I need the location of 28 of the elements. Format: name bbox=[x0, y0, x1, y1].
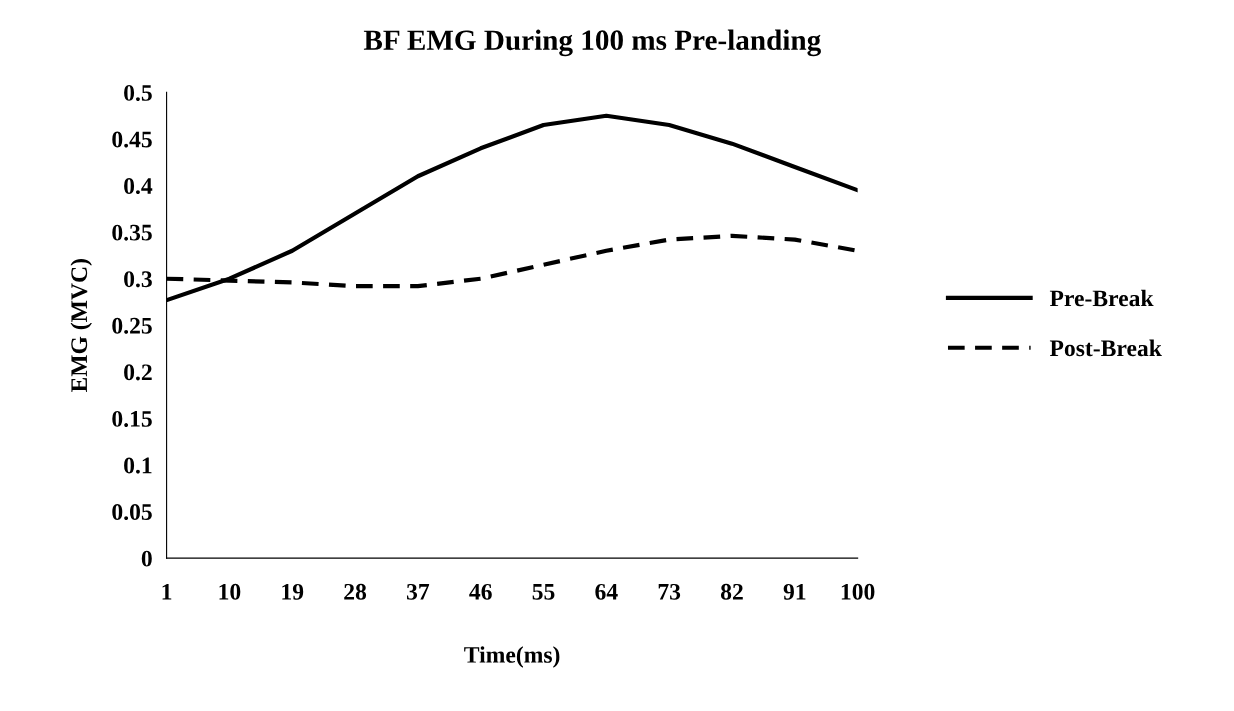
y-tick-label: 0.3 bbox=[124, 271, 152, 288]
y-tick-label: 0.15 bbox=[112, 410, 152, 427]
y-tick-label: 0.1 bbox=[124, 457, 152, 474]
x-tick-label: 82 bbox=[720, 583, 743, 600]
chart-title: BF EMG During 100 ms Pre-landing bbox=[363, 29, 821, 57]
y-tick-label: 0.05 bbox=[112, 504, 152, 521]
x-tick-label: 19 bbox=[282, 583, 304, 600]
x-tick-label: 46 bbox=[469, 583, 492, 600]
x-tick-label: 73 bbox=[658, 583, 681, 600]
y-tick-label: 0.35 bbox=[112, 224, 152, 241]
y-axis-title: EMG (MVC) bbox=[70, 259, 92, 393]
x-tick-label: 37 bbox=[406, 583, 430, 600]
x-tick-label: 64 bbox=[595, 583, 618, 600]
x-tick-label: 91 bbox=[783, 583, 806, 600]
legend-label: Post-Break bbox=[1049, 339, 1162, 357]
y-tick-label: 0.5 bbox=[124, 84, 152, 101]
x-tick-label: 1 bbox=[162, 583, 172, 600]
y-tick-label: 0.4 bbox=[124, 178, 153, 195]
y-tick-label: 0.45 bbox=[112, 131, 152, 148]
y-tick-label: 0.2 bbox=[124, 364, 152, 381]
y-tick-label: 0 bbox=[141, 550, 152, 567]
x-tick-label: 28 bbox=[344, 583, 367, 600]
x-tick-label: 55 bbox=[532, 584, 555, 600]
x-tick-label: 10 bbox=[219, 583, 241, 600]
x-tick-label: 100 bbox=[841, 583, 875, 600]
legend-label: Pre-Break bbox=[1049, 289, 1154, 307]
x-axis-title: Time(ms) bbox=[464, 646, 560, 668]
y-tick-label: 0.25 bbox=[112, 317, 152, 334]
